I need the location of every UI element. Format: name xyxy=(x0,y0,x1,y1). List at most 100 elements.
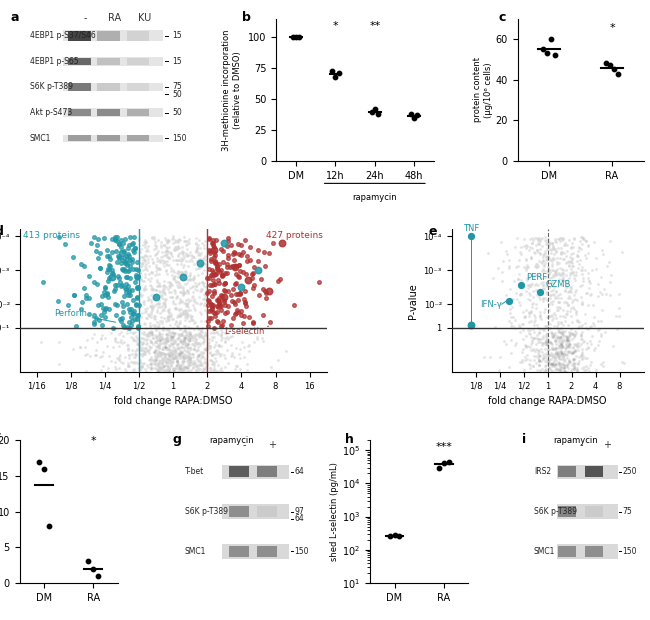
Point xyxy=(153,265,164,275)
Point xyxy=(568,347,578,357)
Point xyxy=(118,264,129,274)
Point xyxy=(139,364,150,374)
Point xyxy=(216,329,226,339)
Point xyxy=(211,327,222,337)
Point xyxy=(567,267,578,277)
Point xyxy=(166,265,176,275)
Point xyxy=(523,280,534,290)
Point xyxy=(539,284,549,294)
Point xyxy=(489,322,500,332)
Point xyxy=(557,247,567,257)
Point xyxy=(540,365,550,375)
Point xyxy=(173,282,183,292)
Point xyxy=(183,330,193,340)
Point xyxy=(128,238,138,248)
Point xyxy=(179,266,190,276)
Point xyxy=(209,360,219,370)
Point xyxy=(180,236,190,246)
Point xyxy=(193,365,203,375)
Point xyxy=(185,353,195,363)
FancyBboxPatch shape xyxy=(585,466,603,477)
Point xyxy=(576,352,586,361)
Point xyxy=(208,350,218,360)
Point xyxy=(547,239,557,249)
Point xyxy=(174,271,184,281)
Point xyxy=(129,352,139,361)
Point xyxy=(102,251,112,261)
Point xyxy=(551,360,562,370)
Point xyxy=(190,278,200,288)
Point xyxy=(570,340,580,350)
Point xyxy=(175,350,185,360)
Point xyxy=(272,277,283,286)
Point xyxy=(229,261,240,271)
Point xyxy=(538,250,548,260)
Text: -: - xyxy=(84,13,87,23)
Point xyxy=(201,365,211,374)
Point xyxy=(209,286,219,296)
Point xyxy=(175,352,185,361)
Point xyxy=(216,301,226,311)
Point xyxy=(176,366,186,376)
Point xyxy=(545,337,555,347)
Point xyxy=(181,338,191,348)
Point xyxy=(551,363,561,373)
Point xyxy=(545,359,556,369)
Point xyxy=(196,254,206,264)
Point xyxy=(183,348,193,358)
Point xyxy=(214,297,225,307)
Point xyxy=(579,335,590,345)
Text: 97: 97 xyxy=(294,507,304,516)
Point xyxy=(116,339,127,348)
Point xyxy=(167,348,177,358)
Point xyxy=(588,311,599,321)
Point xyxy=(540,352,550,362)
Point xyxy=(173,255,183,265)
Point xyxy=(165,349,176,359)
Point xyxy=(523,262,533,272)
Point xyxy=(576,292,586,302)
Point xyxy=(521,263,531,273)
Point xyxy=(151,332,161,342)
Point xyxy=(202,360,212,370)
Point xyxy=(541,364,551,374)
Point xyxy=(151,241,162,251)
Point xyxy=(209,252,219,262)
Point xyxy=(177,365,187,375)
Point xyxy=(521,265,531,275)
Point xyxy=(147,285,157,294)
Point xyxy=(146,326,156,336)
Point xyxy=(181,298,192,308)
Point xyxy=(559,363,569,373)
Point xyxy=(218,350,229,360)
Point xyxy=(559,355,569,365)
Point xyxy=(107,247,117,257)
Point xyxy=(214,341,224,351)
Point xyxy=(569,359,579,369)
Point xyxy=(98,351,108,361)
Point xyxy=(183,335,194,345)
Point xyxy=(534,256,545,266)
Point xyxy=(508,294,518,304)
Point xyxy=(151,355,161,365)
Point xyxy=(239,352,249,361)
Point xyxy=(159,324,170,334)
Point xyxy=(205,246,216,255)
Point xyxy=(138,319,149,329)
Point xyxy=(76,304,86,314)
Point xyxy=(103,366,114,376)
Point xyxy=(154,358,164,368)
Point xyxy=(177,362,188,372)
Point xyxy=(556,249,566,259)
Point xyxy=(196,309,206,319)
Point xyxy=(564,355,574,365)
Point xyxy=(178,363,188,373)
Point xyxy=(518,334,528,343)
Point xyxy=(546,248,556,258)
Point xyxy=(526,238,537,248)
Point xyxy=(207,356,218,366)
Point xyxy=(566,257,577,267)
Point xyxy=(237,319,248,329)
Point xyxy=(213,360,223,370)
Point xyxy=(139,296,150,306)
